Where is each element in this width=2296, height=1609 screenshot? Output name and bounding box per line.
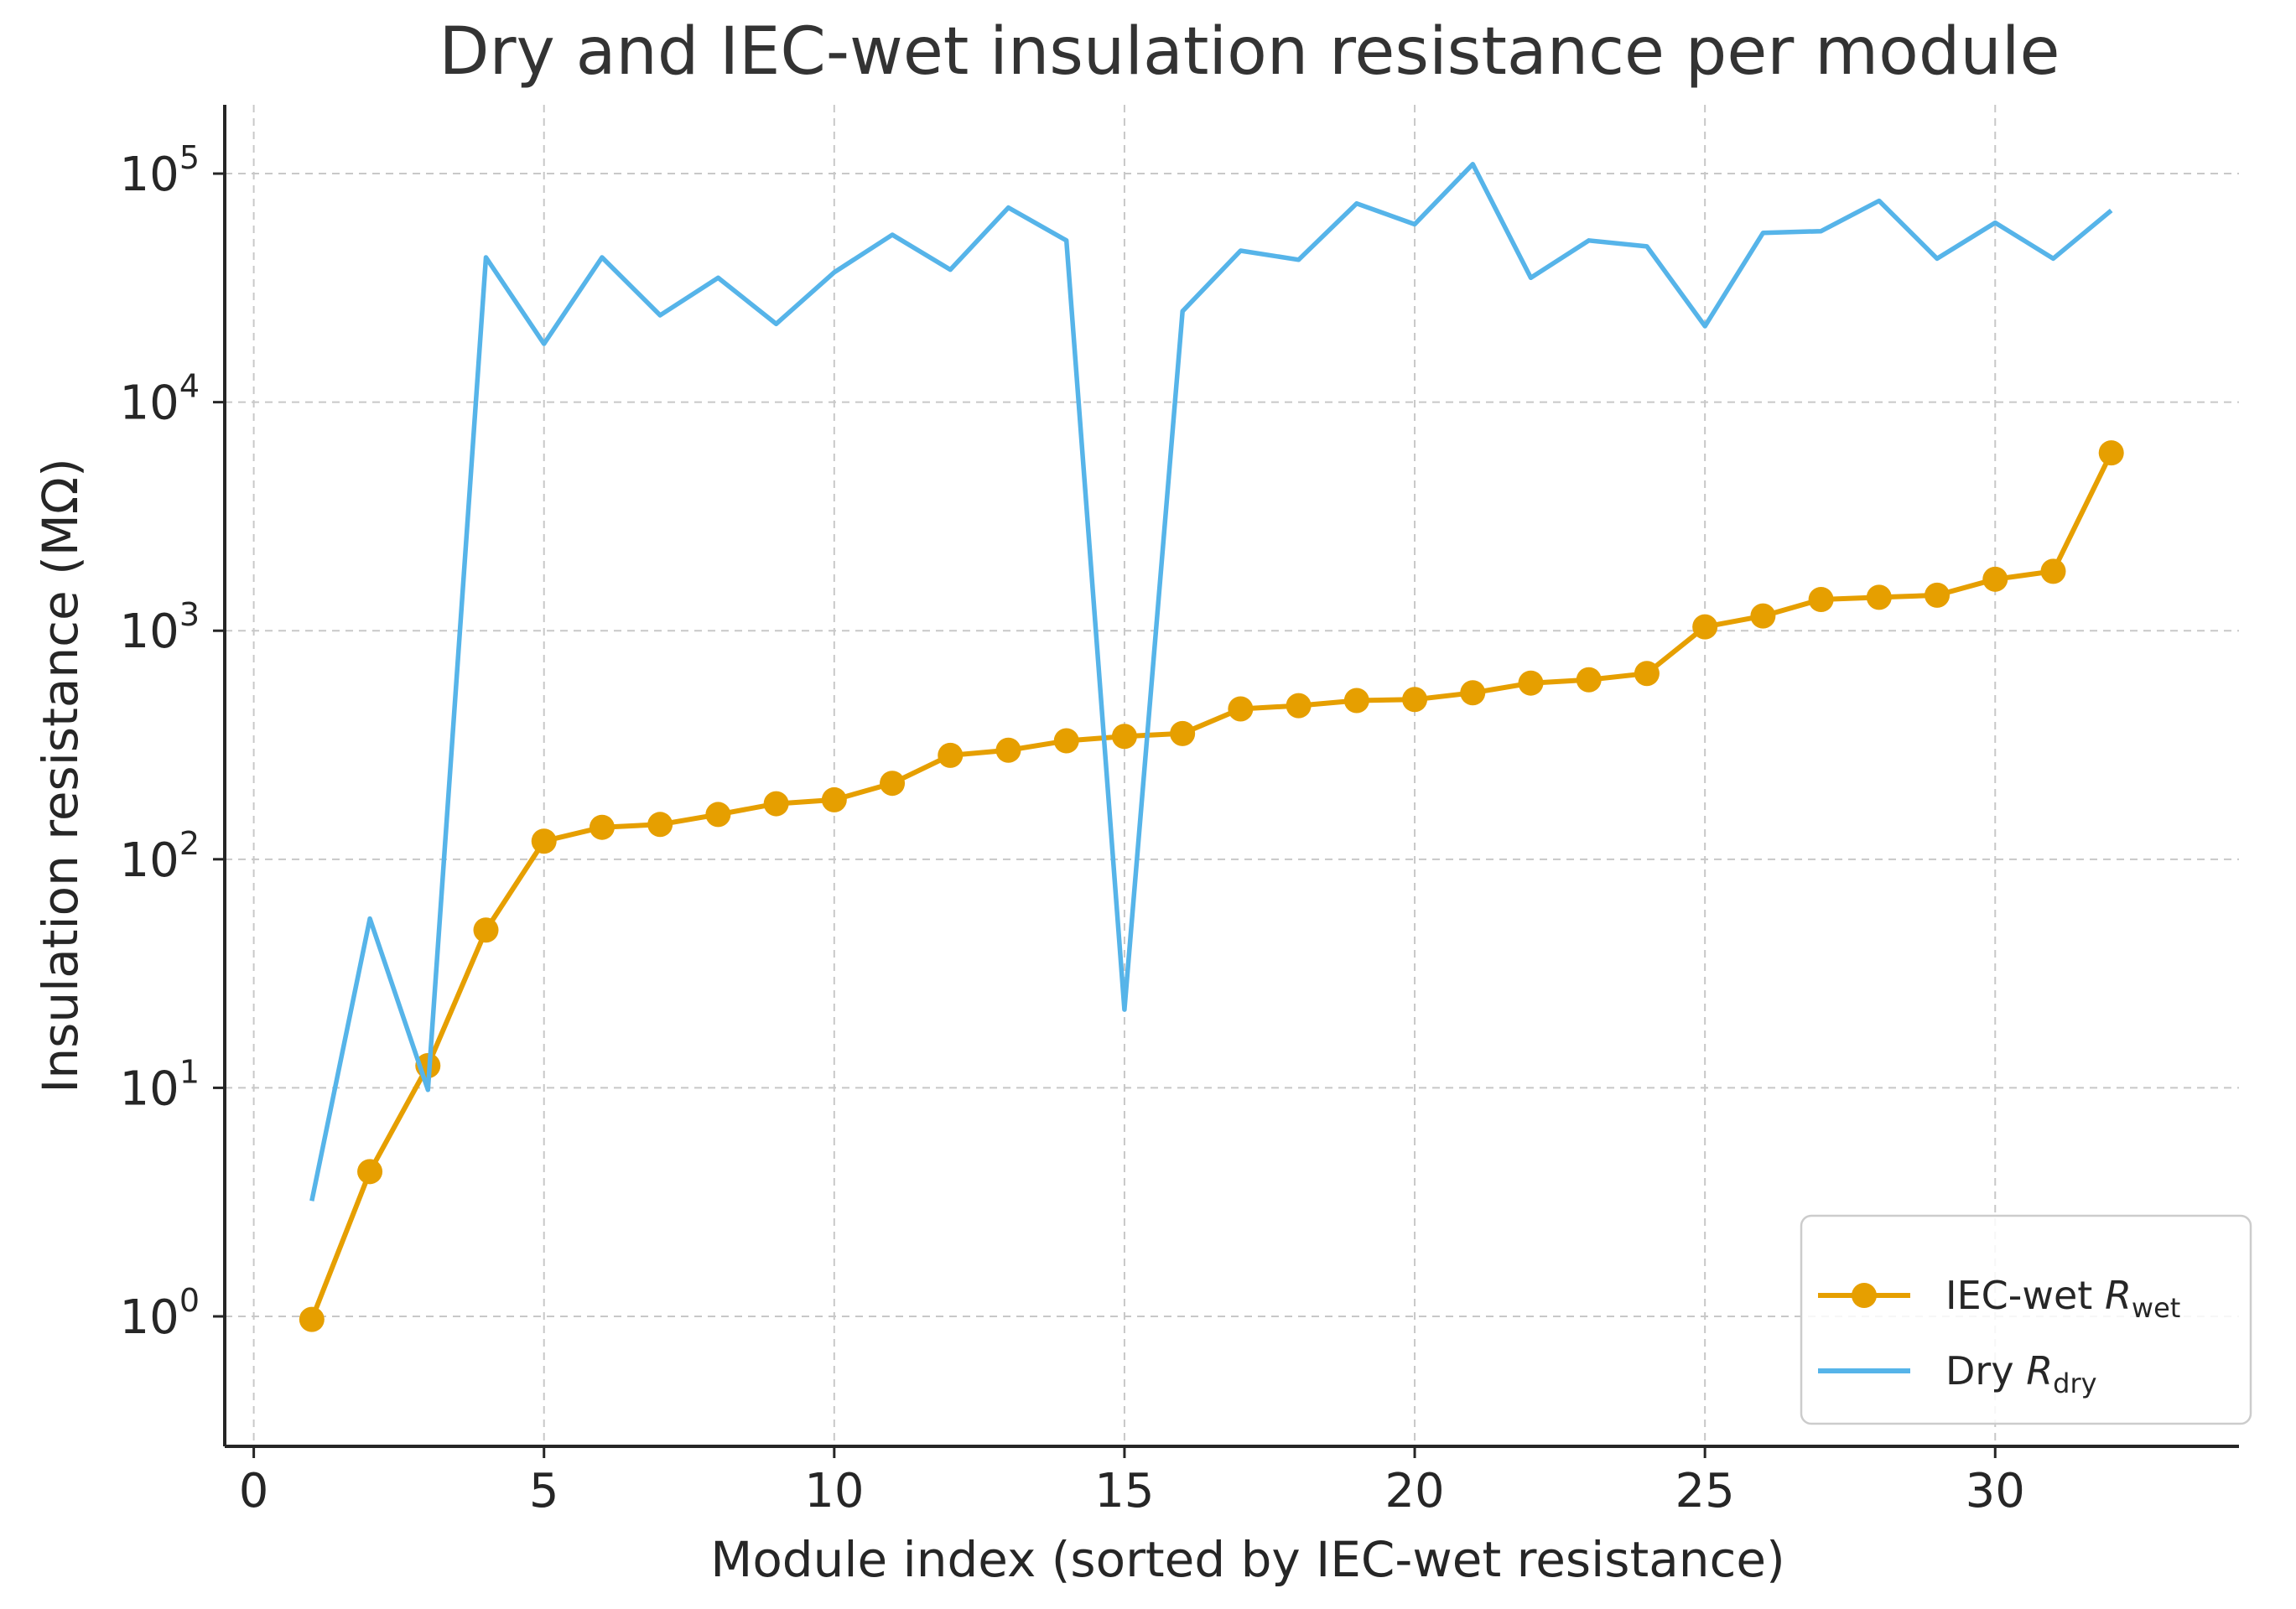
y-tick-label: 102 — [120, 825, 200, 888]
data-point — [589, 814, 615, 840]
data-point — [2040, 558, 2066, 584]
data-point — [821, 786, 847, 812]
y-tick-label: 103 — [120, 596, 200, 659]
series-line — [309, 451, 2114, 1321]
legend-box — [1800, 1214, 2252, 1425]
data-point — [1866, 584, 1892, 610]
legend-label: Dry Rdry — [1945, 1348, 2097, 1399]
data-point — [1750, 603, 1776, 629]
data-point — [763, 791, 789, 817]
y-tick-label: 104 — [120, 368, 200, 431]
y-axis-label: Insulation resistance (MΩ) — [32, 458, 89, 1093]
x-axis-label: Module index (sorted by IEC-wet resistan… — [710, 1531, 1784, 1588]
data-point — [1170, 720, 1196, 746]
axes — [223, 105, 2239, 1448]
x-tick-label: 0 — [239, 1464, 269, 1518]
data-point — [1518, 670, 1544, 696]
data-point — [1402, 687, 1428, 713]
data-point — [705, 802, 731, 828]
series-layer — [299, 162, 2124, 1332]
x-tick-label: 25 — [1675, 1464, 1735, 1518]
x-tick-label: 20 — [1384, 1464, 1444, 1518]
data-point — [1925, 582, 1951, 608]
data-point — [647, 812, 673, 838]
data-point — [880, 771, 906, 797]
data-point — [1808, 586, 1834, 612]
x-tick-label: 10 — [804, 1464, 864, 1518]
x-ticks: 0 5 10 15 20 25 30 — [239, 1446, 2025, 1518]
data-point — [299, 1306, 325, 1332]
x-tick-label: 5 — [529, 1464, 559, 1518]
data-point — [473, 917, 499, 943]
series-2 — [309, 162, 2113, 1202]
data-point — [2098, 440, 2124, 466]
data-point — [1343, 688, 1369, 714]
legend: IEC-wet Rwet Dry Rdry — [1800, 1214, 2252, 1425]
data-point — [1692, 614, 1718, 640]
data-point — [1111, 724, 1137, 750]
legend-label: IEC-wet Rwet — [1945, 1273, 2180, 1324]
y-tick-label: 100 — [120, 1282, 200, 1345]
y-tick-label: 105 — [120, 139, 200, 202]
x-tick-label: 30 — [1966, 1464, 2025, 1518]
data-point — [938, 742, 964, 768]
series-1 — [299, 440, 2124, 1332]
data-point — [1053, 728, 1079, 754]
y-ticks: 100 101 102 103 104 105 — [120, 139, 225, 1345]
chart-title: Dry and IEC-wet insulation resistance pe… — [439, 14, 2060, 90]
data-point — [1634, 661, 1660, 687]
legend-marker — [1852, 1283, 1877, 1308]
data-point — [1576, 667, 1602, 693]
y-tick-label: 101 — [120, 1053, 200, 1116]
series-line — [309, 162, 2113, 1202]
data-point — [357, 1159, 383, 1185]
data-point — [1286, 693, 1312, 719]
x-tick-label: 15 — [1094, 1464, 1154, 1518]
data-point — [995, 737, 1021, 763]
data-point — [1228, 696, 1254, 722]
data-point — [1460, 680, 1486, 706]
data-point — [531, 828, 557, 854]
data-point — [1982, 566, 2008, 592]
